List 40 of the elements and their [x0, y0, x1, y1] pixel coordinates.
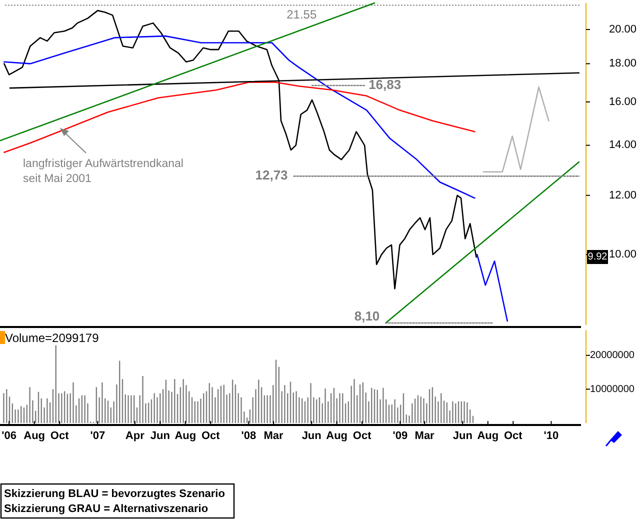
x-tick-label: Oct [201, 430, 220, 442]
x-tick-label: '10 [544, 430, 559, 442]
y-tick-label: 20.00 [609, 23, 637, 36]
y-tick-label: 14.00 [609, 139, 637, 152]
x-tick-label: Jun [302, 430, 322, 442]
y-tick-label: 20000000 [590, 350, 635, 362]
annotation: 12,73 [255, 168, 288, 183]
text: Skizzierung GRAU = Alternativszenario [4, 503, 208, 515]
x-tick-label: Jun [150, 430, 170, 442]
x-tick-label: '07 [90, 430, 106, 442]
x-tick-label: Aug [24, 430, 46, 442]
annotation: 8,10 [354, 308, 380, 324]
x-tick-label: Apr [125, 430, 146, 442]
y-tick-label: 10.00 [609, 248, 637, 260]
line-series [3, 35, 476, 199]
line-series [3, 82, 476, 153]
x-tick-label: '06 [2, 430, 17, 442]
x-tick-label: Aug [477, 430, 499, 442]
y-tick-label: 16.00 [609, 96, 637, 108]
y-tick-label: 12.00 [609, 189, 637, 202]
y-tick-label: 10000000 [590, 384, 635, 395]
text: 9.92 [588, 252, 608, 263]
ref-line-label: 21.55 [286, 7, 317, 22]
line-series [482, 86, 550, 173]
x-tick-label: Jun [452, 430, 473, 442]
chart-title: Volume=2099179 [5, 331, 100, 345]
x-tick-label: Oct [352, 430, 372, 442]
x-tick-label: Mar [414, 430, 436, 442]
x-tick-label: Oct [504, 430, 523, 442]
x-tick-label: '09 [392, 430, 408, 442]
x-tick-label: '08 [241, 430, 256, 442]
x-tick-label: Oct [50, 430, 70, 442]
y-tick-label: 18.00 [609, 58, 637, 70]
x-tick-label: Aug [326, 430, 348, 442]
x-tick-label: Mar [264, 430, 284, 442]
line-series [476, 254, 508, 322]
annotation: 16,83 [368, 76, 402, 92]
annotation: langfristiger Aufwärtstrendkanal seit Mai 2001 [23, 158, 184, 185]
text: Skizzierung BLAU = bevorzugtes Szenario [4, 488, 226, 500]
x-tick-label: Aug [174, 430, 196, 442]
